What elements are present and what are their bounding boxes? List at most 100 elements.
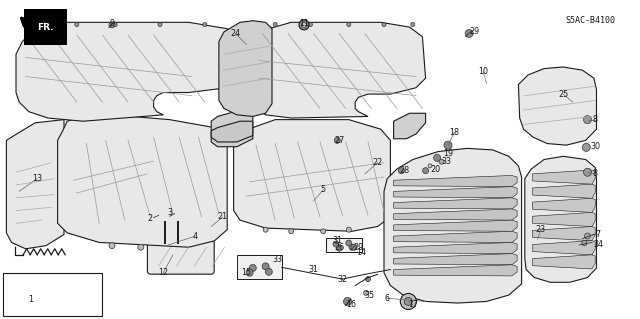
- Circle shape: [203, 23, 207, 26]
- Circle shape: [289, 229, 294, 234]
- Text: 35: 35: [365, 291, 375, 300]
- Text: 33: 33: [272, 256, 282, 264]
- Polygon shape: [532, 212, 595, 226]
- Circle shape: [434, 154, 440, 161]
- Polygon shape: [532, 184, 595, 198]
- Text: 12: 12: [158, 268, 168, 277]
- Text: 20: 20: [430, 165, 440, 174]
- Text: 17: 17: [408, 300, 418, 309]
- Polygon shape: [394, 198, 517, 209]
- Circle shape: [138, 244, 144, 250]
- Text: 7: 7: [596, 230, 601, 239]
- FancyBboxPatch shape: [147, 240, 214, 274]
- Polygon shape: [211, 110, 253, 147]
- Text: 9: 9: [109, 19, 115, 28]
- Text: 31: 31: [308, 265, 319, 274]
- Circle shape: [250, 264, 256, 271]
- Circle shape: [439, 159, 444, 164]
- Polygon shape: [219, 21, 272, 116]
- Text: 1: 1: [28, 295, 33, 304]
- Text: 30: 30: [590, 142, 600, 151]
- Circle shape: [584, 233, 591, 239]
- Text: 19: 19: [443, 149, 453, 158]
- Circle shape: [584, 168, 591, 176]
- Circle shape: [109, 243, 115, 249]
- Text: 8: 8: [593, 169, 598, 178]
- Circle shape: [333, 241, 339, 247]
- Circle shape: [308, 23, 312, 26]
- Text: 31: 31: [333, 236, 343, 245]
- Circle shape: [401, 293, 417, 309]
- Circle shape: [444, 141, 452, 149]
- Circle shape: [364, 290, 369, 295]
- Polygon shape: [532, 255, 595, 269]
- Circle shape: [109, 22, 115, 28]
- Polygon shape: [211, 121, 253, 142]
- Polygon shape: [518, 67, 596, 145]
- Circle shape: [347, 23, 351, 26]
- Circle shape: [346, 240, 352, 246]
- Circle shape: [262, 263, 269, 270]
- Circle shape: [301, 22, 307, 27]
- Text: 32: 32: [337, 275, 348, 284]
- Polygon shape: [532, 241, 595, 255]
- Text: 29: 29: [470, 27, 480, 36]
- Polygon shape: [6, 120, 64, 249]
- Circle shape: [321, 229, 326, 234]
- Text: 34: 34: [593, 240, 604, 249]
- Circle shape: [113, 23, 117, 26]
- Text: 25: 25: [558, 90, 568, 99]
- Polygon shape: [532, 198, 595, 212]
- Text: 16: 16: [346, 300, 356, 309]
- Circle shape: [349, 244, 355, 250]
- Circle shape: [465, 29, 473, 38]
- Text: 4: 4: [193, 232, 198, 241]
- Circle shape: [344, 297, 351, 306]
- Text: S5AC-B4100: S5AC-B4100: [565, 16, 615, 25]
- Circle shape: [351, 244, 357, 250]
- Circle shape: [75, 23, 79, 26]
- Polygon shape: [16, 22, 240, 121]
- Circle shape: [398, 168, 404, 174]
- Text: 33: 33: [441, 157, 451, 166]
- Text: 28: 28: [399, 166, 410, 175]
- Polygon shape: [532, 170, 595, 184]
- Text: 22: 22: [372, 158, 383, 167]
- Polygon shape: [384, 148, 522, 303]
- Circle shape: [43, 23, 47, 26]
- Polygon shape: [394, 231, 517, 242]
- Text: 10: 10: [478, 67, 488, 76]
- Polygon shape: [394, 254, 517, 265]
- Circle shape: [158, 23, 162, 26]
- Text: 2: 2: [148, 214, 153, 223]
- Text: 13: 13: [32, 174, 42, 183]
- Text: 6: 6: [385, 294, 390, 303]
- Circle shape: [299, 20, 309, 30]
- Circle shape: [404, 297, 412, 306]
- Circle shape: [411, 23, 415, 26]
- Circle shape: [428, 164, 432, 168]
- Circle shape: [156, 213, 161, 218]
- Circle shape: [246, 269, 253, 276]
- Circle shape: [266, 268, 272, 275]
- Polygon shape: [525, 156, 596, 282]
- Text: 11: 11: [299, 19, 309, 28]
- Text: 15: 15: [241, 268, 252, 277]
- Polygon shape: [394, 175, 517, 187]
- Text: 18: 18: [449, 128, 460, 137]
- Text: 14: 14: [356, 248, 367, 256]
- Polygon shape: [58, 113, 227, 247]
- Text: 21: 21: [218, 212, 228, 221]
- Circle shape: [334, 137, 340, 143]
- Polygon shape: [394, 209, 517, 220]
- Circle shape: [582, 143, 590, 152]
- Polygon shape: [394, 113, 426, 139]
- Polygon shape: [394, 187, 517, 198]
- Circle shape: [346, 227, 351, 232]
- Text: 3: 3: [167, 208, 172, 217]
- Text: 8: 8: [593, 115, 598, 124]
- Polygon shape: [326, 238, 362, 252]
- Text: 26: 26: [334, 243, 344, 252]
- Polygon shape: [394, 265, 517, 276]
- Circle shape: [584, 115, 591, 124]
